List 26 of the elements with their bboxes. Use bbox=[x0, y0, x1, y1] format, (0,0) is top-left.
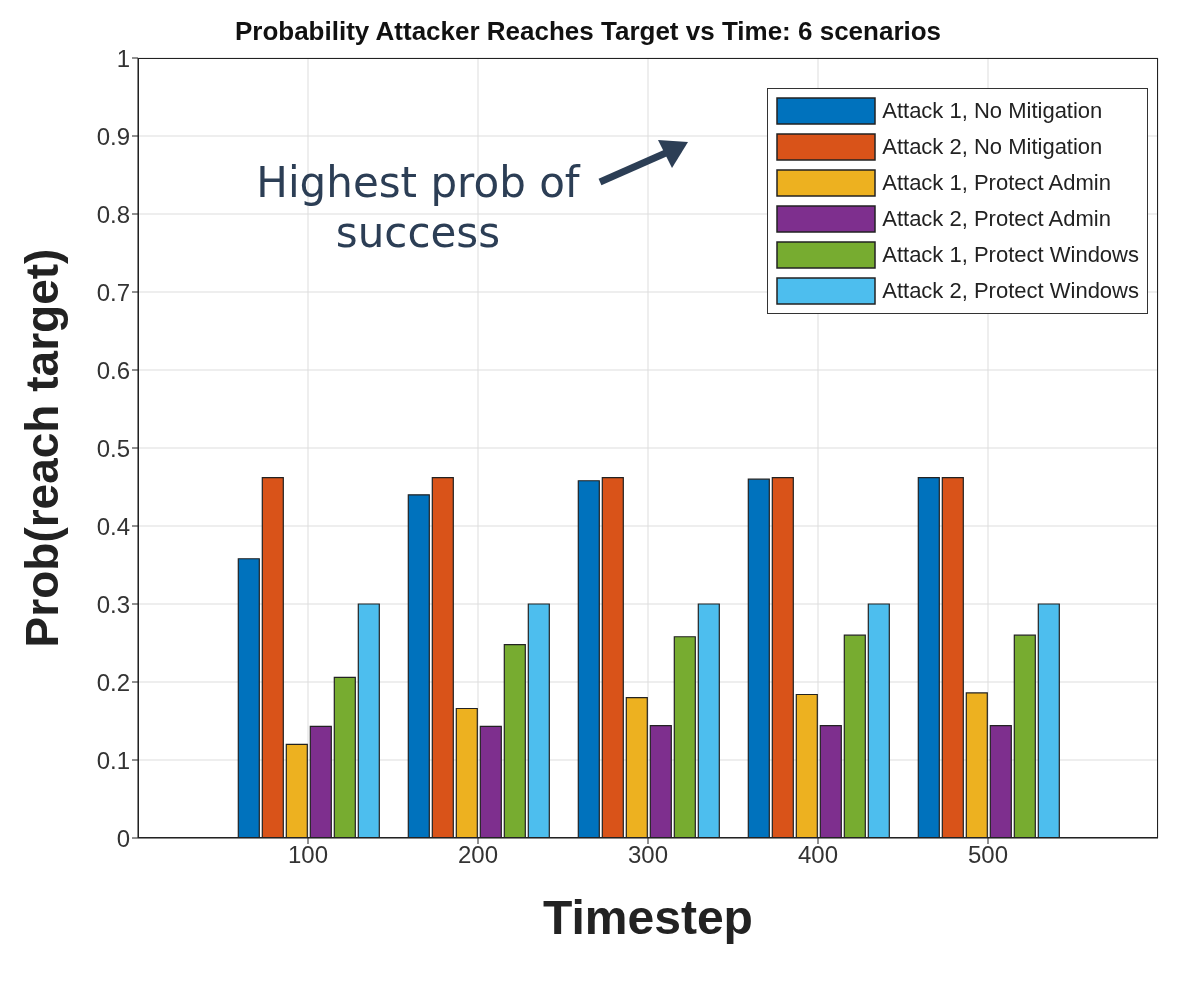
y-tick-label: 0.4 bbox=[96, 512, 130, 540]
y-tick-label: 0.5 bbox=[96, 434, 130, 462]
y-tick-label: 0.1 bbox=[96, 746, 130, 774]
y-axis-title: Prob(reach target) bbox=[15, 248, 69, 648]
x-tick-label: 300 bbox=[627, 841, 669, 869]
x-tick-label: 100 bbox=[287, 841, 329, 869]
y-tick-label: 0.3 bbox=[96, 590, 130, 618]
legend-label: Attack 2, No Mitigation bbox=[882, 134, 1103, 160]
y-tick-label: 1 bbox=[116, 44, 130, 72]
y-tick-label: 0.7 bbox=[96, 278, 130, 306]
y-tick-label: 0.9 bbox=[96, 122, 130, 150]
y-tick-label: 0 bbox=[116, 824, 130, 852]
x-axis-title: Timestep bbox=[542, 890, 754, 946]
annotation: Highest prob of success bbox=[255, 158, 582, 258]
legend-label: Attack 2, Protect Windows bbox=[882, 278, 1139, 304]
legend-label: Attack 2, Protect Admin bbox=[882, 206, 1111, 232]
y-tick-label: 0.8 bbox=[96, 200, 130, 228]
x-tick-label: 400 bbox=[797, 841, 839, 869]
y-tick-label: 0.6 bbox=[96, 356, 130, 384]
legend-label: Attack 1, Protect Windows bbox=[882, 242, 1139, 268]
legend-label: Attack 1, Protect Admin bbox=[882, 170, 1111, 196]
chart-title: Probability Attacker Reaches Target vs Time: 6 scenarios bbox=[234, 16, 942, 46]
x-tick-label: 200 bbox=[457, 841, 499, 869]
y-tick-label: 0.2 bbox=[96, 668, 130, 696]
legend-label: Attack 1, No Mitigation bbox=[882, 98, 1103, 124]
x-tick-label: 500 bbox=[967, 841, 1009, 869]
